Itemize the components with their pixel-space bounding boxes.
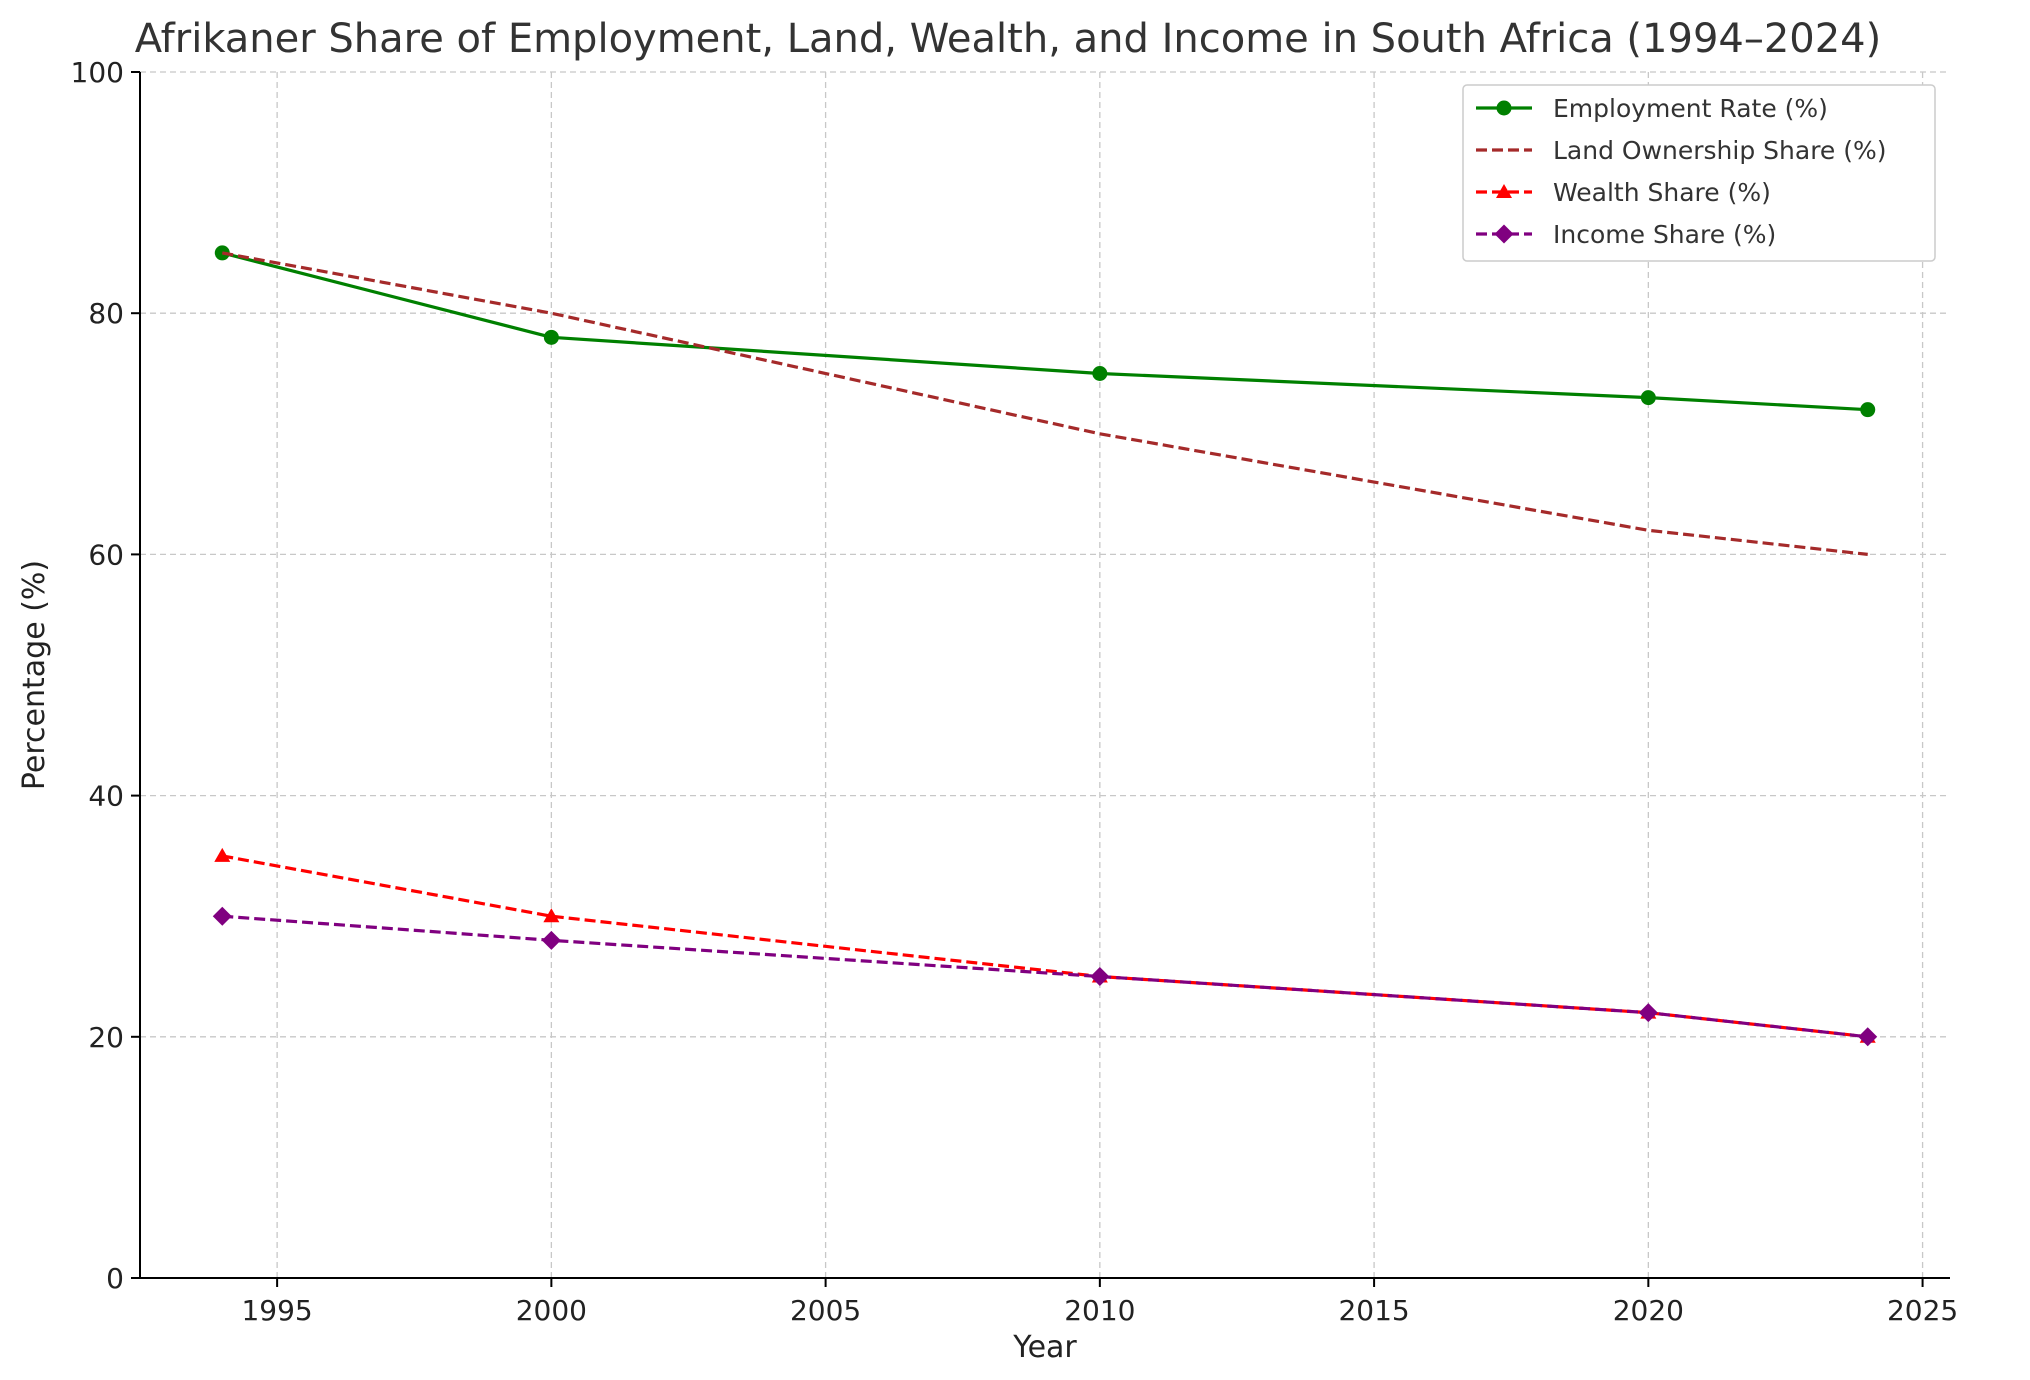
y-tick-label: 20	[88, 1021, 124, 1054]
data-point-income-share	[1090, 967, 1110, 986]
y-axis-label: Percentage (%)	[17, 560, 52, 790]
series-layer	[212, 245, 1878, 1047]
y-tick-label: 100	[71, 56, 124, 89]
grid-lines	[140, 71, 1950, 1279]
legend-marker	[1496, 100, 1512, 116]
x-tick-label: 2005	[790, 1294, 861, 1327]
y-tick-label: 60	[88, 538, 124, 571]
x-tick-label: 2020	[1613, 1294, 1684, 1327]
chart-title: Afrikaner Share of Employment, Land, Wea…	[135, 16, 1882, 62]
series-income-share	[212, 906, 1878, 1047]
data-point-employment-rate	[1860, 402, 1876, 418]
legend-marker	[1494, 224, 1514, 244]
data-point-wealth-share	[214, 847, 231, 862]
y-tick-label: 40	[88, 780, 124, 813]
x-axis-label: Year	[1012, 1330, 1077, 1365]
series-line-employment-rate	[221, 251, 1868, 412]
legend-item-wealth-share: Wealth Share (%)	[1476, 178, 1771, 207]
x-tick-label: 1995	[241, 1294, 312, 1327]
legend-label: Land Ownership Share (%)	[1553, 136, 1887, 165]
x-tick-label: 2000	[516, 1294, 587, 1327]
legend-label: Employment Rate (%)	[1553, 94, 1828, 123]
legend-item-income-share: Income Share (%)	[1476, 220, 1776, 249]
x-tick-label: 2015	[1338, 1294, 1409, 1327]
x-tick-label: 2010	[1064, 1294, 1135, 1327]
data-point-employment-rate	[543, 329, 559, 345]
legend-item-land-ownership-share: Land Ownership Share (%)	[1476, 136, 1887, 165]
legend-label: Income Share (%)	[1553, 220, 1776, 249]
y-tick-label: 0	[106, 1262, 124, 1295]
legend-marker	[1496, 184, 1512, 198]
series-wealth-share	[214, 847, 1876, 1043]
data-point-income-share	[1638, 1003, 1658, 1023]
series-line-land-ownership-share	[221, 251, 1868, 556]
legend-box	[1462, 84, 1936, 262]
data-point-employment-rate	[1640, 390, 1656, 406]
data-point-income-share	[212, 906, 232, 926]
data-point-wealth-share	[543, 908, 560, 923]
series-employment-rate	[214, 245, 1876, 418]
data-point-income-share	[541, 930, 561, 950]
y-tick-label: 80	[88, 297, 124, 330]
legend: Employment Rate (%) Land Ownership Share …	[1462, 84, 1936, 262]
legend-label: Wealth Share (%)	[1553, 178, 1771, 207]
ticks: 1995 2000 2005 2010 2015 2020 2025 0 20 40 60 80 100	[71, 56, 1959, 1327]
data-point-employment-rate	[1092, 366, 1108, 381]
series-line-income-share	[222, 914, 1868, 1039]
x-tick-label: 2025	[1887, 1294, 1958, 1327]
legend-item-employment-rate: Employment Rate (%)	[1476, 94, 1828, 123]
series-land-ownership-share	[221, 251, 1868, 556]
data-point-income-share	[1858, 1027, 1878, 1047]
